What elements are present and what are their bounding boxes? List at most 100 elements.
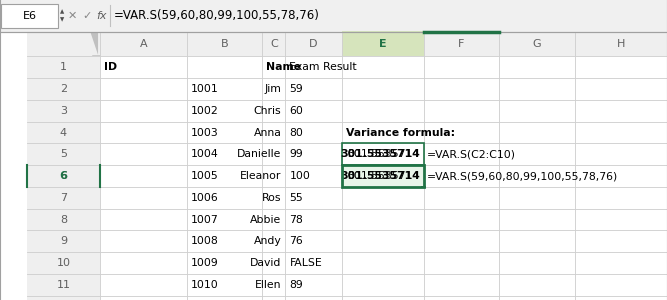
Text: Andy: Andy xyxy=(253,236,281,246)
Text: 6: 6 xyxy=(59,171,67,181)
Bar xyxy=(575,122,667,143)
Bar xyxy=(424,56,499,78)
Text: ✓: ✓ xyxy=(82,11,91,21)
Bar xyxy=(285,252,342,274)
Bar xyxy=(575,56,667,78)
Bar xyxy=(100,32,187,56)
Bar xyxy=(27,252,100,274)
Text: =VAR.S(59,60,80,99,100,55,78,76): =VAR.S(59,60,80,99,100,55,78,76) xyxy=(427,171,618,181)
Text: 4: 4 xyxy=(60,128,67,137)
Bar xyxy=(187,122,262,143)
Bar xyxy=(100,187,187,208)
Text: 1009: 1009 xyxy=(191,258,219,268)
Bar xyxy=(1,4,58,28)
Bar xyxy=(424,100,499,122)
Text: 301.5535714: 301.5535714 xyxy=(348,149,420,159)
Bar xyxy=(575,143,667,165)
Bar xyxy=(27,56,100,78)
Text: F: F xyxy=(458,39,464,49)
Text: 55: 55 xyxy=(289,193,303,203)
Bar xyxy=(499,208,575,230)
Text: 301.5535714: 301.5535714 xyxy=(340,171,420,181)
Bar xyxy=(342,274,424,296)
Bar xyxy=(342,56,424,78)
Text: 7: 7 xyxy=(60,193,67,203)
Bar xyxy=(342,165,424,187)
Bar xyxy=(342,165,424,187)
Bar xyxy=(499,274,575,296)
Bar xyxy=(262,274,285,296)
Text: 76: 76 xyxy=(289,236,303,246)
Text: Name: Name xyxy=(266,62,301,72)
Bar xyxy=(575,78,667,100)
Bar xyxy=(499,122,575,143)
Bar xyxy=(262,143,285,165)
Text: ✕: ✕ xyxy=(67,11,77,21)
Bar xyxy=(342,143,424,165)
Bar xyxy=(342,32,424,56)
Bar xyxy=(424,165,499,187)
Bar xyxy=(100,274,187,296)
Bar xyxy=(424,122,499,143)
Bar xyxy=(575,208,667,230)
Text: 11: 11 xyxy=(57,280,70,290)
Bar xyxy=(285,143,342,165)
Bar xyxy=(27,32,100,56)
Text: 78: 78 xyxy=(289,214,303,224)
Text: G: G xyxy=(533,39,541,49)
Bar xyxy=(100,296,187,300)
Bar xyxy=(27,100,100,122)
Text: Jim: Jim xyxy=(265,84,281,94)
Bar xyxy=(499,165,575,187)
Bar xyxy=(499,32,575,56)
Bar xyxy=(285,165,342,187)
Bar xyxy=(187,252,262,274)
Bar xyxy=(499,230,575,252)
Text: A: A xyxy=(139,39,147,49)
Bar xyxy=(499,187,575,208)
Bar xyxy=(285,78,342,100)
Text: 1008: 1008 xyxy=(191,236,219,246)
Text: David: David xyxy=(250,258,281,268)
Bar xyxy=(424,252,499,274)
Text: B: B xyxy=(221,39,228,49)
Bar xyxy=(100,143,187,165)
Bar xyxy=(100,122,187,143)
Bar xyxy=(424,143,499,165)
Bar xyxy=(424,230,499,252)
Bar xyxy=(285,230,342,252)
Text: 5: 5 xyxy=(60,149,67,159)
Bar xyxy=(187,143,262,165)
Bar xyxy=(342,143,424,165)
Bar xyxy=(342,230,424,252)
Bar xyxy=(187,187,262,208)
Bar xyxy=(100,208,187,230)
Bar xyxy=(262,122,285,143)
Bar xyxy=(262,56,285,78)
Bar xyxy=(499,56,575,78)
Bar xyxy=(342,165,424,187)
Bar xyxy=(27,122,100,143)
Bar xyxy=(285,32,342,56)
Bar xyxy=(187,296,262,300)
Bar xyxy=(187,208,262,230)
Bar xyxy=(187,56,262,78)
Bar xyxy=(575,274,667,296)
Text: 1005: 1005 xyxy=(191,171,219,181)
Bar xyxy=(27,78,100,100)
Text: Chris: Chris xyxy=(254,106,281,116)
Bar xyxy=(100,56,187,78)
Bar xyxy=(424,296,499,300)
Bar xyxy=(424,274,499,296)
Text: ▲: ▲ xyxy=(60,10,64,14)
Bar xyxy=(285,274,342,296)
Text: 1001: 1001 xyxy=(191,84,219,94)
Text: 89: 89 xyxy=(289,280,303,290)
Text: FALSE: FALSE xyxy=(289,258,322,268)
Text: E: E xyxy=(379,39,386,49)
Text: 1002: 1002 xyxy=(191,106,219,116)
Bar xyxy=(285,296,342,300)
Bar xyxy=(100,252,187,274)
Bar xyxy=(499,100,575,122)
Text: =VAR.S(59,60,80,99,100,55,78,76): =VAR.S(59,60,80,99,100,55,78,76) xyxy=(113,9,319,22)
